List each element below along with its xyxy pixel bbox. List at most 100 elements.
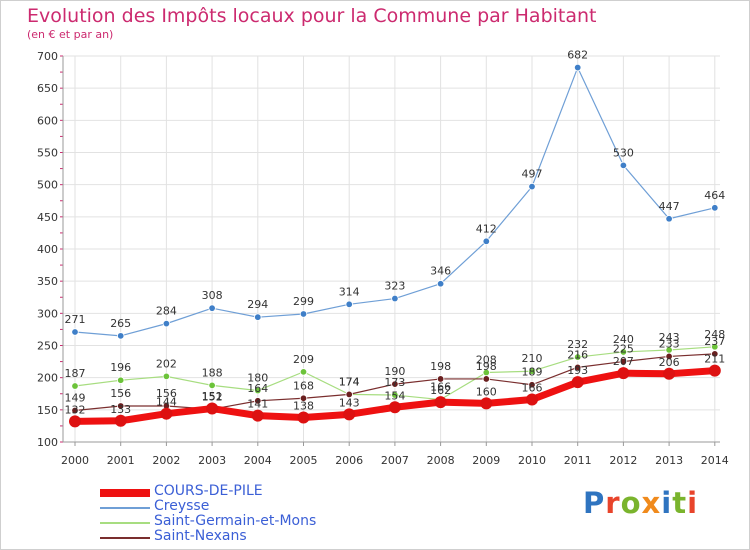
data-label: 198	[476, 360, 497, 373]
series-point	[391, 294, 399, 303]
data-label: 299	[293, 295, 314, 308]
data-label: 225	[613, 343, 634, 356]
x-tick-label: 2014	[701, 454, 729, 467]
series-point	[619, 357, 628, 366]
series-point	[528, 381, 536, 389]
data-label: 166	[522, 382, 543, 395]
legend-swatch	[100, 507, 150, 509]
y-tick-label: 550	[37, 147, 58, 160]
series-point	[297, 411, 310, 424]
series-point	[619, 161, 628, 170]
y-tick-label: 500	[37, 179, 58, 192]
x-tick-label: 2002	[152, 454, 180, 467]
x-tick-label: 2009	[472, 454, 500, 467]
data-label: 464	[704, 189, 725, 202]
series-point	[663, 367, 676, 380]
data-label: 174	[339, 375, 360, 388]
data-label: 166	[430, 381, 451, 394]
series-point	[71, 382, 79, 390]
data-label: 152	[202, 391, 223, 404]
data-label: 232	[567, 338, 588, 351]
data-label: 233	[659, 337, 680, 350]
series-point	[617, 367, 630, 380]
data-label: 243	[659, 331, 680, 344]
y-tick-label: 350	[37, 275, 58, 288]
x-tick-label: 2004	[244, 454, 272, 467]
chart-subtitle: (en € et par an)	[27, 28, 114, 41]
series-point	[114, 414, 127, 427]
legend-swatch	[100, 522, 150, 524]
data-label: 156	[156, 387, 177, 400]
x-tick-label: 2000	[61, 454, 89, 467]
data-label: 294	[247, 298, 268, 311]
legend-label: Creysse	[154, 498, 210, 514]
series-point	[391, 391, 399, 399]
legend-swatch	[100, 537, 150, 539]
series-point	[343, 408, 356, 421]
data-label: 207	[613, 355, 634, 368]
data-label: 412	[476, 222, 497, 235]
data-label: 248	[704, 328, 725, 341]
legend-label: Saint-Nexans	[154, 528, 247, 544]
series-point	[528, 367, 536, 375]
data-label: 216	[567, 348, 588, 361]
logo-letter: i	[687, 486, 699, 520]
data-label: 308	[202, 289, 223, 302]
y-tick-label: 450	[37, 211, 58, 224]
x-tick-label: 2013	[655, 454, 683, 467]
series-point	[208, 304, 216, 312]
data-label: 132	[65, 403, 86, 416]
data-label: 168	[293, 379, 314, 392]
x-tick-label: 2012	[609, 454, 637, 467]
series-point	[206, 402, 219, 415]
y-tick-label: 300	[37, 307, 58, 320]
y-tick-label: 150	[37, 404, 58, 417]
series-point	[711, 350, 719, 358]
logo-letter: i	[661, 486, 673, 520]
data-label: 188	[202, 366, 223, 379]
logo-letter: t	[672, 486, 688, 520]
series-point	[251, 409, 264, 422]
data-label: 284	[156, 305, 177, 318]
data-label: 314	[339, 285, 360, 298]
series-point	[116, 376, 125, 384]
series-point	[526, 393, 538, 406]
series-point	[434, 396, 447, 409]
series-point	[71, 328, 79, 336]
x-tick-label: 2001	[107, 454, 135, 467]
series-point	[160, 407, 173, 420]
series-point	[574, 363, 582, 372]
series-point	[69, 415, 81, 428]
series-point	[528, 182, 536, 191]
data-label: 162	[430, 384, 451, 397]
data-label: 208	[476, 354, 497, 367]
proxiti-logo: Proxiti	[583, 486, 698, 520]
series-point	[571, 376, 584, 389]
data-label: 189	[522, 366, 543, 379]
data-label: 211	[704, 353, 725, 366]
data-label: 133	[110, 403, 131, 416]
series-point	[436, 375, 445, 383]
series-point	[711, 204, 719, 212]
y-tick-label: 700	[37, 50, 58, 63]
data-label: 143	[339, 396, 360, 409]
series-point	[299, 394, 308, 402]
data-label: 497	[522, 168, 543, 181]
y-tick-label: 600	[37, 114, 58, 127]
data-label: 682	[567, 49, 588, 62]
logo-letter: o	[620, 486, 642, 520]
data-label: 323	[384, 280, 405, 293]
data-label: 138	[293, 400, 314, 413]
series-point	[436, 280, 445, 288]
data-label: 174	[339, 375, 360, 388]
series-point	[299, 368, 308, 376]
series-point	[619, 348, 628, 356]
data-label: 144	[156, 396, 177, 409]
series-point	[482, 237, 490, 245]
series-point	[482, 375, 490, 383]
series-point	[254, 386, 262, 395]
y-tick-label: 650	[37, 82, 58, 95]
legend-label: COURS-DE-PILE	[154, 483, 263, 499]
series-point	[254, 397, 262, 405]
